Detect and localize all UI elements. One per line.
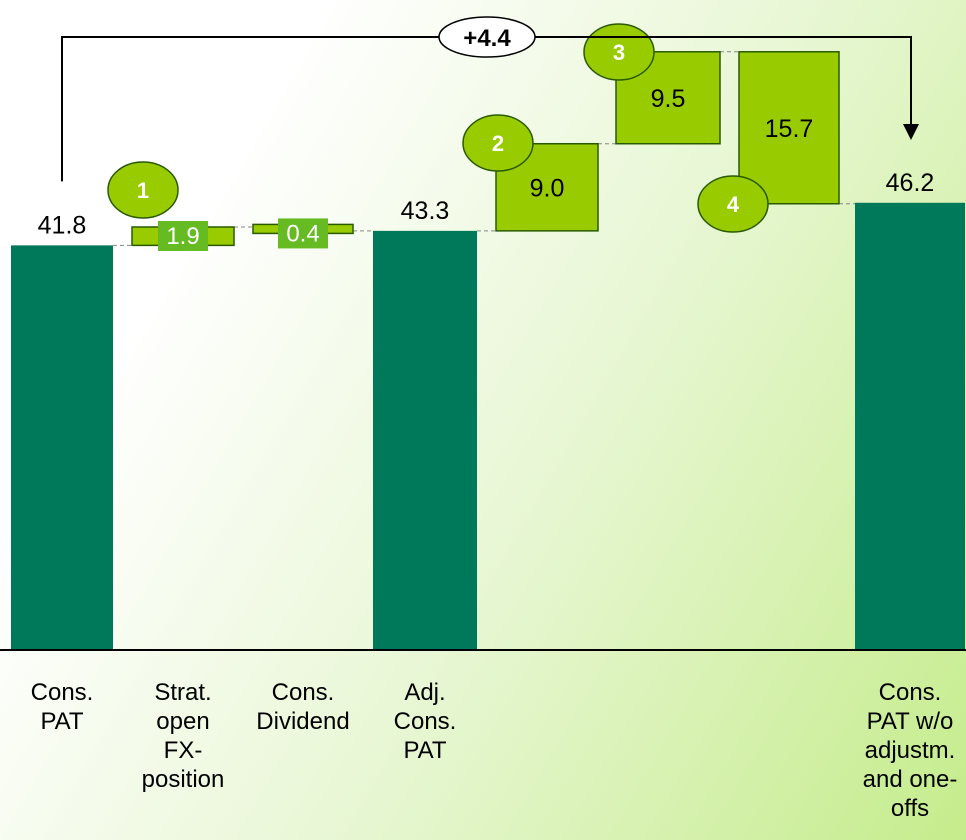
category-label-line: adjustm.: [864, 737, 956, 764]
marker-circle: [697, 175, 769, 233]
bridge-arrowhead: [903, 124, 919, 140]
marker-number: 3: [613, 40, 625, 65]
category-label-line: FX-: [163, 737, 203, 764]
category-label-line: PAT w/o: [866, 708, 954, 735]
category-label: Cons. Dividend: [243, 678, 363, 736]
total-bar: [855, 202, 965, 650]
category-label: Strat. open FX-position: [123, 678, 243, 794]
category-label: Cons. PAT w/o adjustm. and one-offs: [850, 678, 966, 823]
category-label-line: open: [156, 708, 210, 735]
total-bar: [373, 230, 477, 650]
category-label-line: PAT: [403, 737, 447, 764]
marker-circle: [462, 114, 534, 172]
category-label-line: position: [141, 766, 225, 793]
category-label-line: Dividend: [256, 708, 350, 735]
delta-label-bg: [158, 220, 208, 251]
category-label: Adj. Cons. PAT: [365, 678, 485, 765]
bridge-value: +4.4: [463, 25, 511, 52]
delta-bar-value: 1.9: [166, 223, 199, 250]
total-bar: [11, 245, 113, 650]
total-bar-value: 43.3: [401, 197, 450, 225]
category-label: Cons. PAT: [2, 678, 122, 736]
category-label-line: offs: [890, 795, 930, 822]
delta-bar: [738, 51, 840, 205]
category-label-line: Strat.: [154, 679, 212, 706]
category-label-line: Cons.: [393, 708, 457, 735]
marker-number: 2: [492, 131, 504, 156]
delta-bar-value: 0.4: [286, 220, 319, 247]
delta-bar-value: 9.0: [530, 174, 565, 202]
total-bar-value: 41.8: [38, 211, 87, 239]
category-label-line: PAT: [40, 708, 84, 735]
delta-bar-value: 15.7: [765, 115, 814, 143]
delta-bar-value: 9.5: [651, 85, 686, 113]
category-label-line: Cons.: [30, 679, 94, 706]
category-label-line: Cons.: [878, 679, 942, 706]
marker-number: 1: [137, 178, 149, 203]
delta-label-bg: [278, 218, 328, 249]
category-label-line: Adj.: [404, 679, 446, 706]
total-bar-value: 46.2: [886, 169, 935, 197]
marker-circle: [107, 161, 179, 219]
category-label-line: and one-: [862, 766, 958, 793]
marker-number: 4: [727, 192, 740, 217]
category-label-line: Cons.: [271, 679, 335, 706]
bridge-oval: [438, 16, 536, 58]
